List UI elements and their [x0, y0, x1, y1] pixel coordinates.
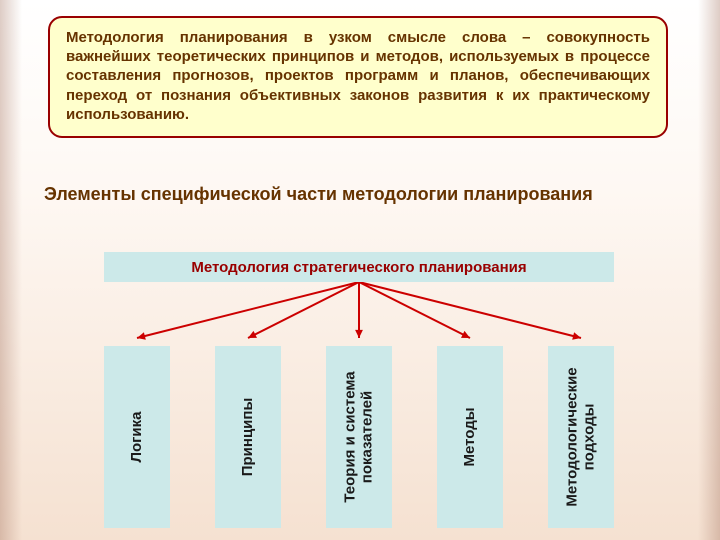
diagram-arrows [104, 282, 614, 346]
diagram-child-label: Методы [462, 407, 479, 466]
diagram-child-label: Теория и система показателей [343, 352, 376, 522]
diagram-root-box: Методология стратегического планирования [104, 252, 614, 282]
subtitle-text: Элементы специфической части методологии… [44, 184, 593, 204]
diagram-child-box: Принципы [215, 346, 281, 528]
diagram-child-label: Логика [129, 411, 146, 462]
section-subtitle: Элементы специфической части методологии… [44, 184, 676, 205]
slide-content: Методология планирования в узком смысле … [0, 0, 720, 540]
definition-box: Методология планирования в узком смысле … [48, 16, 668, 138]
diagram-child-box: Методы [437, 346, 503, 528]
diagram-root-label: Методология стратегического планирования [191, 259, 526, 276]
diagram-children: Логика Принципы Теория и система показател… [104, 346, 614, 528]
diagram-child-box: Теория и система показателей [326, 346, 392, 528]
diagram-child-label: Методологические подходы [565, 352, 598, 522]
diagram-child-box: Методологические подходы [548, 346, 614, 528]
definition-text: Методология планирования в узком смысле … [66, 29, 650, 123]
diagram-child-box: Логика [104, 346, 170, 528]
diagram-child-label: Принципы [240, 398, 257, 477]
